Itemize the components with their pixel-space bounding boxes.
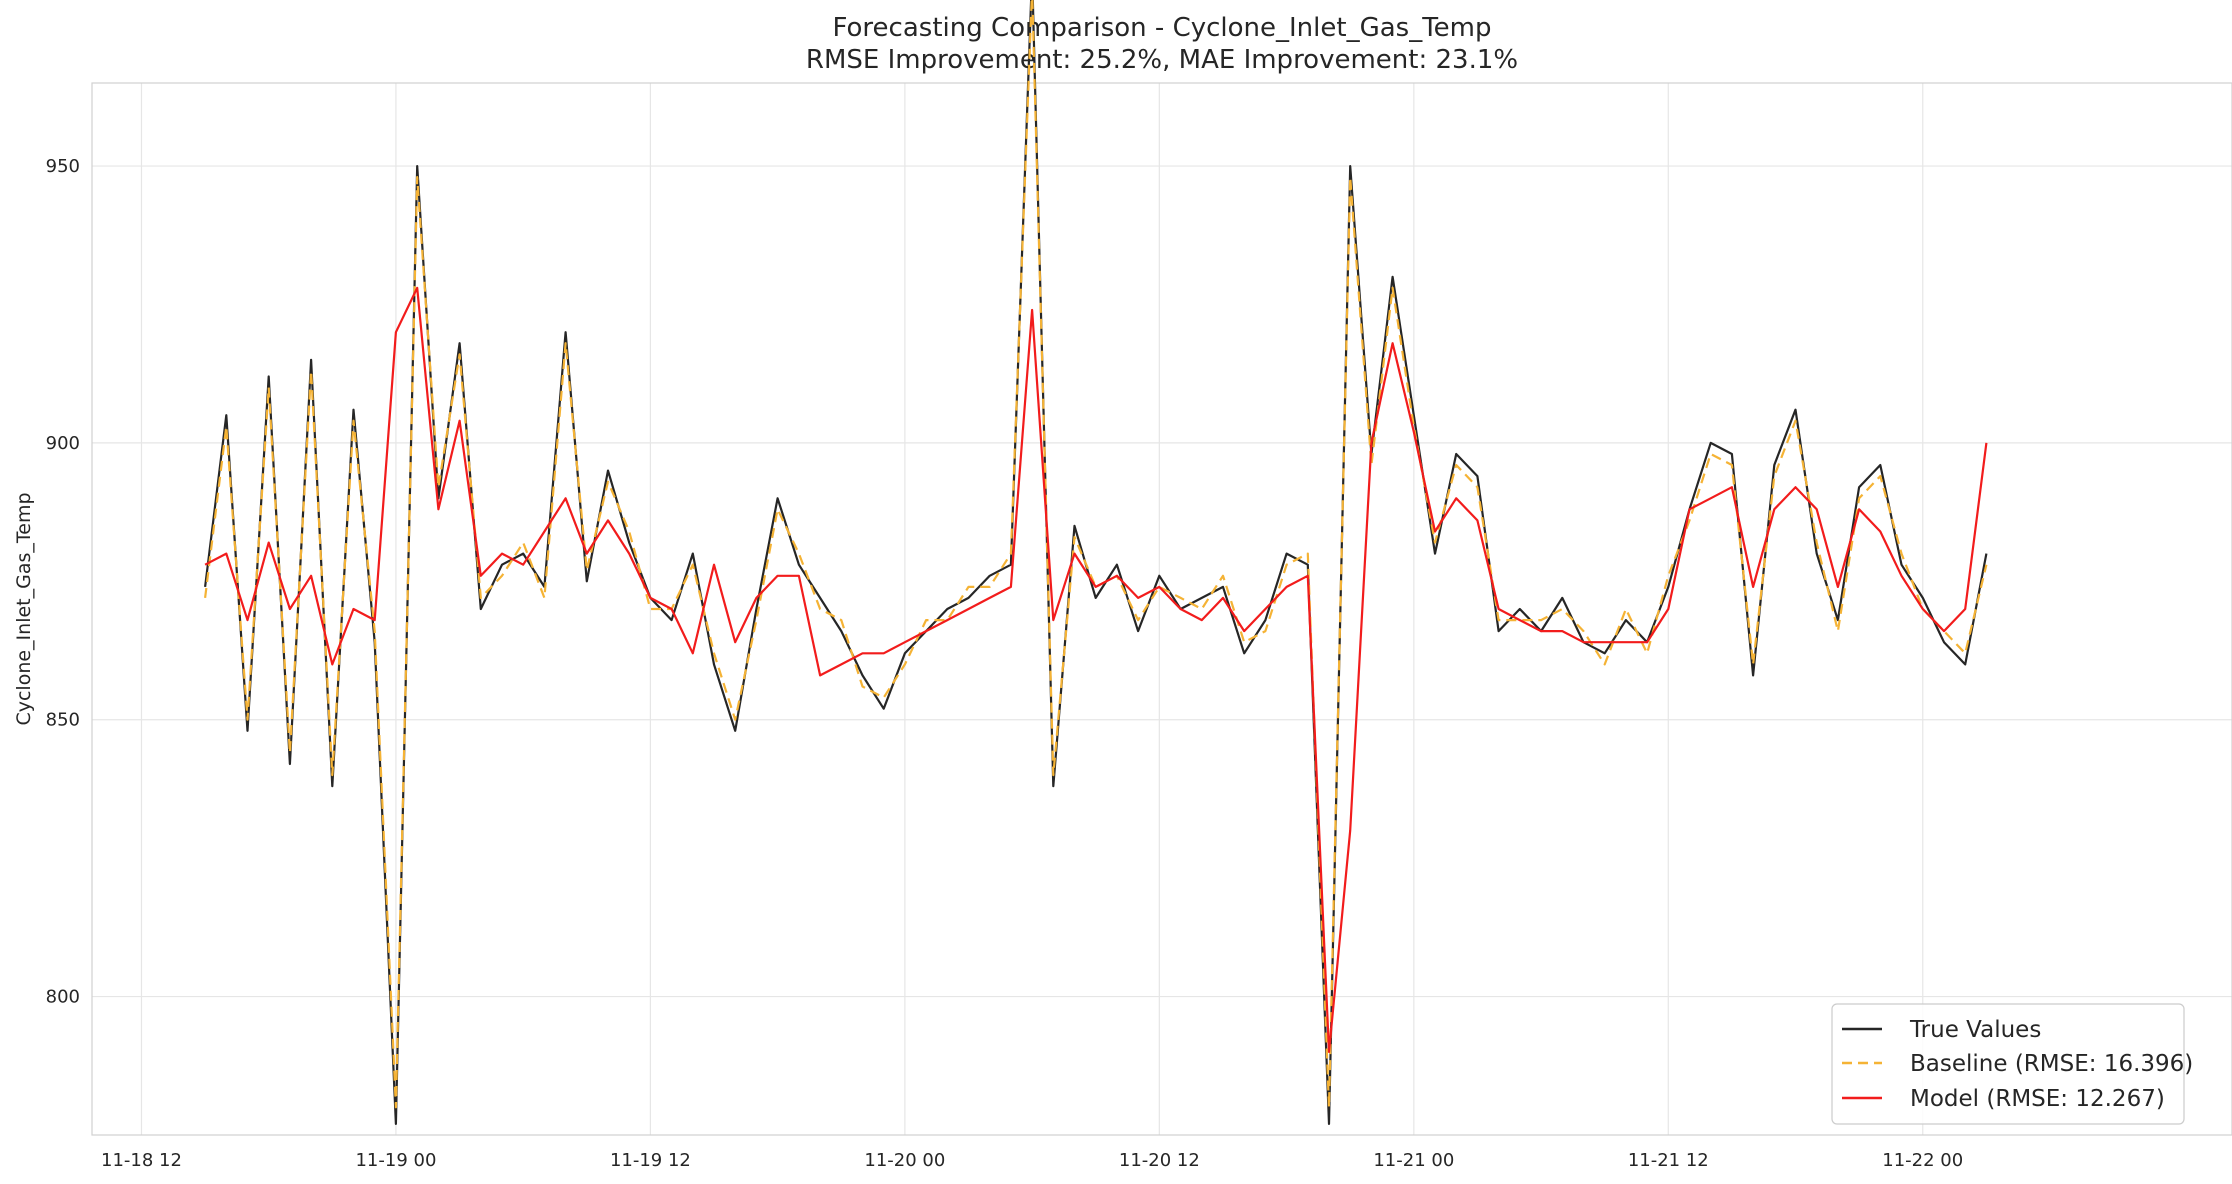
x-ticks: 11-18 12 11-19 00 11-19 12 11-20 00 11-20 12…: [101, 1150, 1963, 1171]
chart-title: Forecasting Comparison - Cyclone_Inlet_G…: [833, 13, 1492, 43]
legend: True Values Baseline (RMSE: 16.396) Mode…: [1831, 1003, 2193, 1125]
y-axis-label: Cyclone_Inlet_Gas_Temp: [13, 492, 35, 725]
series-model: [204, 286, 1988, 1053]
x-tick-label: 11-20 12: [1119, 1150, 1200, 1171]
y-ticks: 800 850 900 950: [46, 156, 80, 1008]
series-baseline: [204, 0, 1988, 1109]
x-tick-label: 11-19 12: [610, 1150, 691, 1171]
legend-label-model: Model (RMSE: 12.267): [1910, 1086, 2165, 1112]
legend-label-true-values: True Values: [1909, 1017, 2041, 1043]
grid-layer: [92, 83, 2232, 1135]
y-tick-label: 850: [46, 710, 80, 731]
series-layer: [204, 0, 1988, 1125]
legend-frame: [1831, 1003, 2185, 1125]
x-tick-label: 11-21 12: [1628, 1150, 1709, 1171]
y-tick-label: 800: [46, 987, 80, 1008]
x-tick-label: 11-21 00: [1373, 1150, 1454, 1171]
x-tick-label: 11-20 00: [864, 1150, 945, 1171]
y-tick-label: 950: [46, 156, 80, 177]
x-tick-label: 11-19 00: [355, 1150, 436, 1171]
y-tick-label: 900: [46, 433, 80, 454]
plot-area-border: [91, 82, 2232, 1136]
x-tick-label: 11-22 00: [1882, 1150, 1963, 1171]
chart-subtitle: RMSE Improvement: 25.2%, MAE Improvement…: [806, 45, 1518, 75]
legend-label-baseline: Baseline (RMSE: 16.396): [1910, 1051, 2193, 1077]
x-tick-label: 11-18 12: [101, 1150, 182, 1171]
